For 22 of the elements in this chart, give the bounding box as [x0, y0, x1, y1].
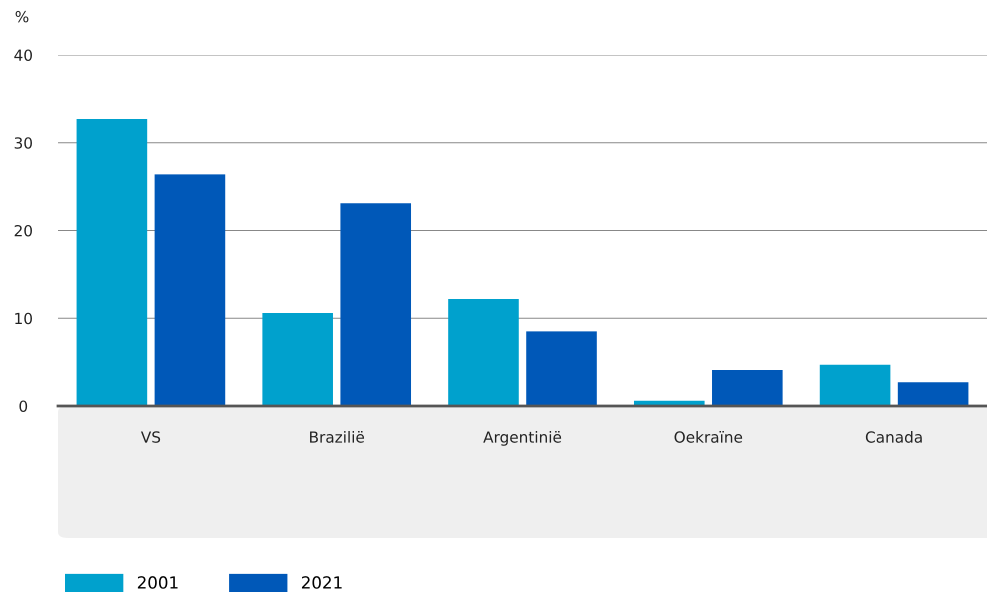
y-tick-label: 20 [14, 224, 32, 237]
y-tick-label: 30 [14, 137, 32, 149]
y-axis-title: % [16, 10, 28, 22]
bar [712, 370, 783, 406]
bar [154, 174, 226, 406]
x-tick-label: Brazilië [310, 431, 364, 443]
legend-label: 2021 [302, 576, 342, 589]
y-tick-label: 40 [14, 49, 32, 62]
y-tick-label: 0 [19, 400, 28, 412]
x-tick-label: Oekraïne [674, 431, 742, 443]
bar [820, 364, 890, 406]
x-tick-label: Canada [866, 431, 922, 443]
x-tick-label: Argentinië [483, 431, 562, 446]
bar [262, 312, 333, 406]
bar [898, 382, 968, 406]
legend-label: 2001 [138, 576, 178, 589]
bar [76, 119, 148, 406]
bar [448, 298, 519, 406]
y-tick-label: 10 [15, 312, 32, 324]
bar [340, 203, 412, 406]
x-tick-label: VS [140, 431, 160, 443]
bar [526, 331, 597, 406]
